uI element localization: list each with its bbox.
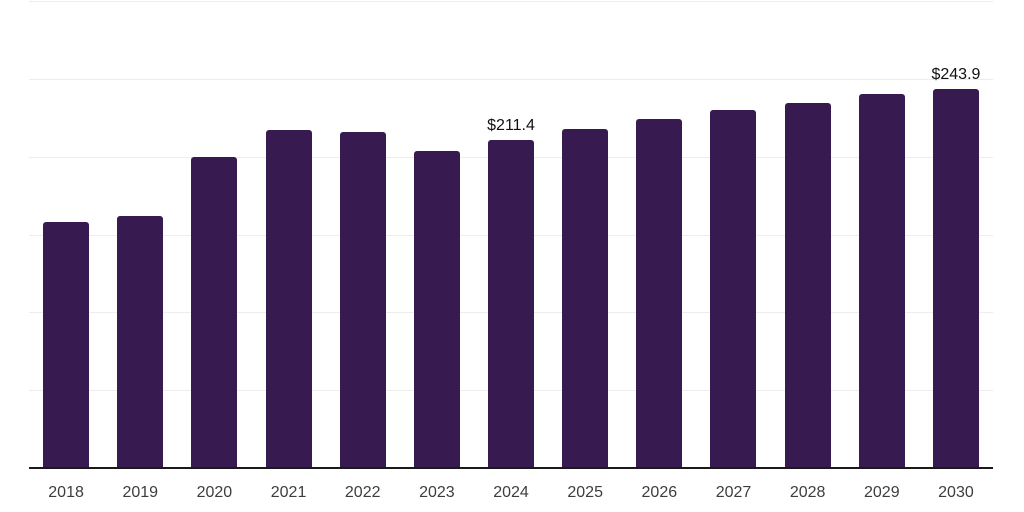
bar-slot-2023 — [400, 2, 474, 469]
bar-2020 — [191, 157, 238, 469]
x-tick-label-2020: 2020 — [196, 484, 233, 501]
bar-2026 — [636, 119, 683, 469]
x-tick-label-2030: 2030 — [938, 484, 974, 501]
bar-slot-2025 — [548, 2, 622, 469]
x-tick-label-2027: 2027 — [715, 484, 752, 501]
x-tick-label-2024: 2024 — [493, 484, 529, 501]
bar-value-label-2030: $243.9 — [931, 66, 981, 84]
bar-slot-2020 — [177, 2, 251, 469]
x-tick-label-2028: 2028 — [789, 484, 826, 501]
bar-2027 — [710, 110, 757, 469]
x-tick-label-2019: 2019 — [122, 484, 159, 501]
bars-container: $211.4 $243.9 — [29, 2, 993, 469]
bar-slot-2029 — [845, 2, 919, 469]
x-tick-label-2029: 2029 — [864, 484, 900, 501]
bar-2021 — [265, 129, 312, 469]
bar-2029 — [858, 94, 905, 469]
bar-slot-2021 — [251, 2, 325, 469]
x-tick-label-2026: 2026 — [641, 484, 678, 501]
bar-2028 — [784, 102, 831, 469]
bar-2022 — [339, 131, 386, 469]
x-tick-label-2022: 2022 — [344, 484, 381, 501]
bar-2019 — [117, 216, 164, 469]
x-tick-label-2025: 2025 — [567, 484, 603, 501]
bar-2018 — [43, 221, 90, 469]
bar-slot-2026 — [622, 2, 696, 469]
bar-slot-2028 — [771, 2, 845, 469]
bar-slot-2018 — [29, 2, 103, 469]
bar-2023 — [413, 150, 460, 469]
x-axis-labels: 2018 2019 2020 2021 2022 2023 2024 2025 2026 2027… — [29, 484, 993, 502]
x-tick-label-2021: 2021 — [270, 484, 307, 501]
bar-value-label-2024: $211.4 — [487, 116, 535, 134]
gridline-250 — [29, 78, 993, 80]
bar-slot-2022 — [326, 2, 400, 469]
plot-area: $211.4 $243.9 — [29, 1, 993, 469]
gridline-300 — [29, 1, 993, 2]
bar-slot-2019 — [103, 2, 177, 469]
bar-2025 — [562, 129, 609, 469]
x-tick-label-2018: 2018 — [48, 484, 84, 501]
bar-slot-2027 — [696, 2, 770, 469]
bar-slot-2024: $211.4 — [474, 2, 548, 469]
x-axis-line — [29, 467, 993, 469]
bar-2024 — [488, 139, 535, 469]
bar-slot-2030: $243.9 — [919, 2, 993, 469]
bar-2030 — [932, 89, 979, 469]
x-tick-label-2023: 2023 — [419, 484, 455, 501]
